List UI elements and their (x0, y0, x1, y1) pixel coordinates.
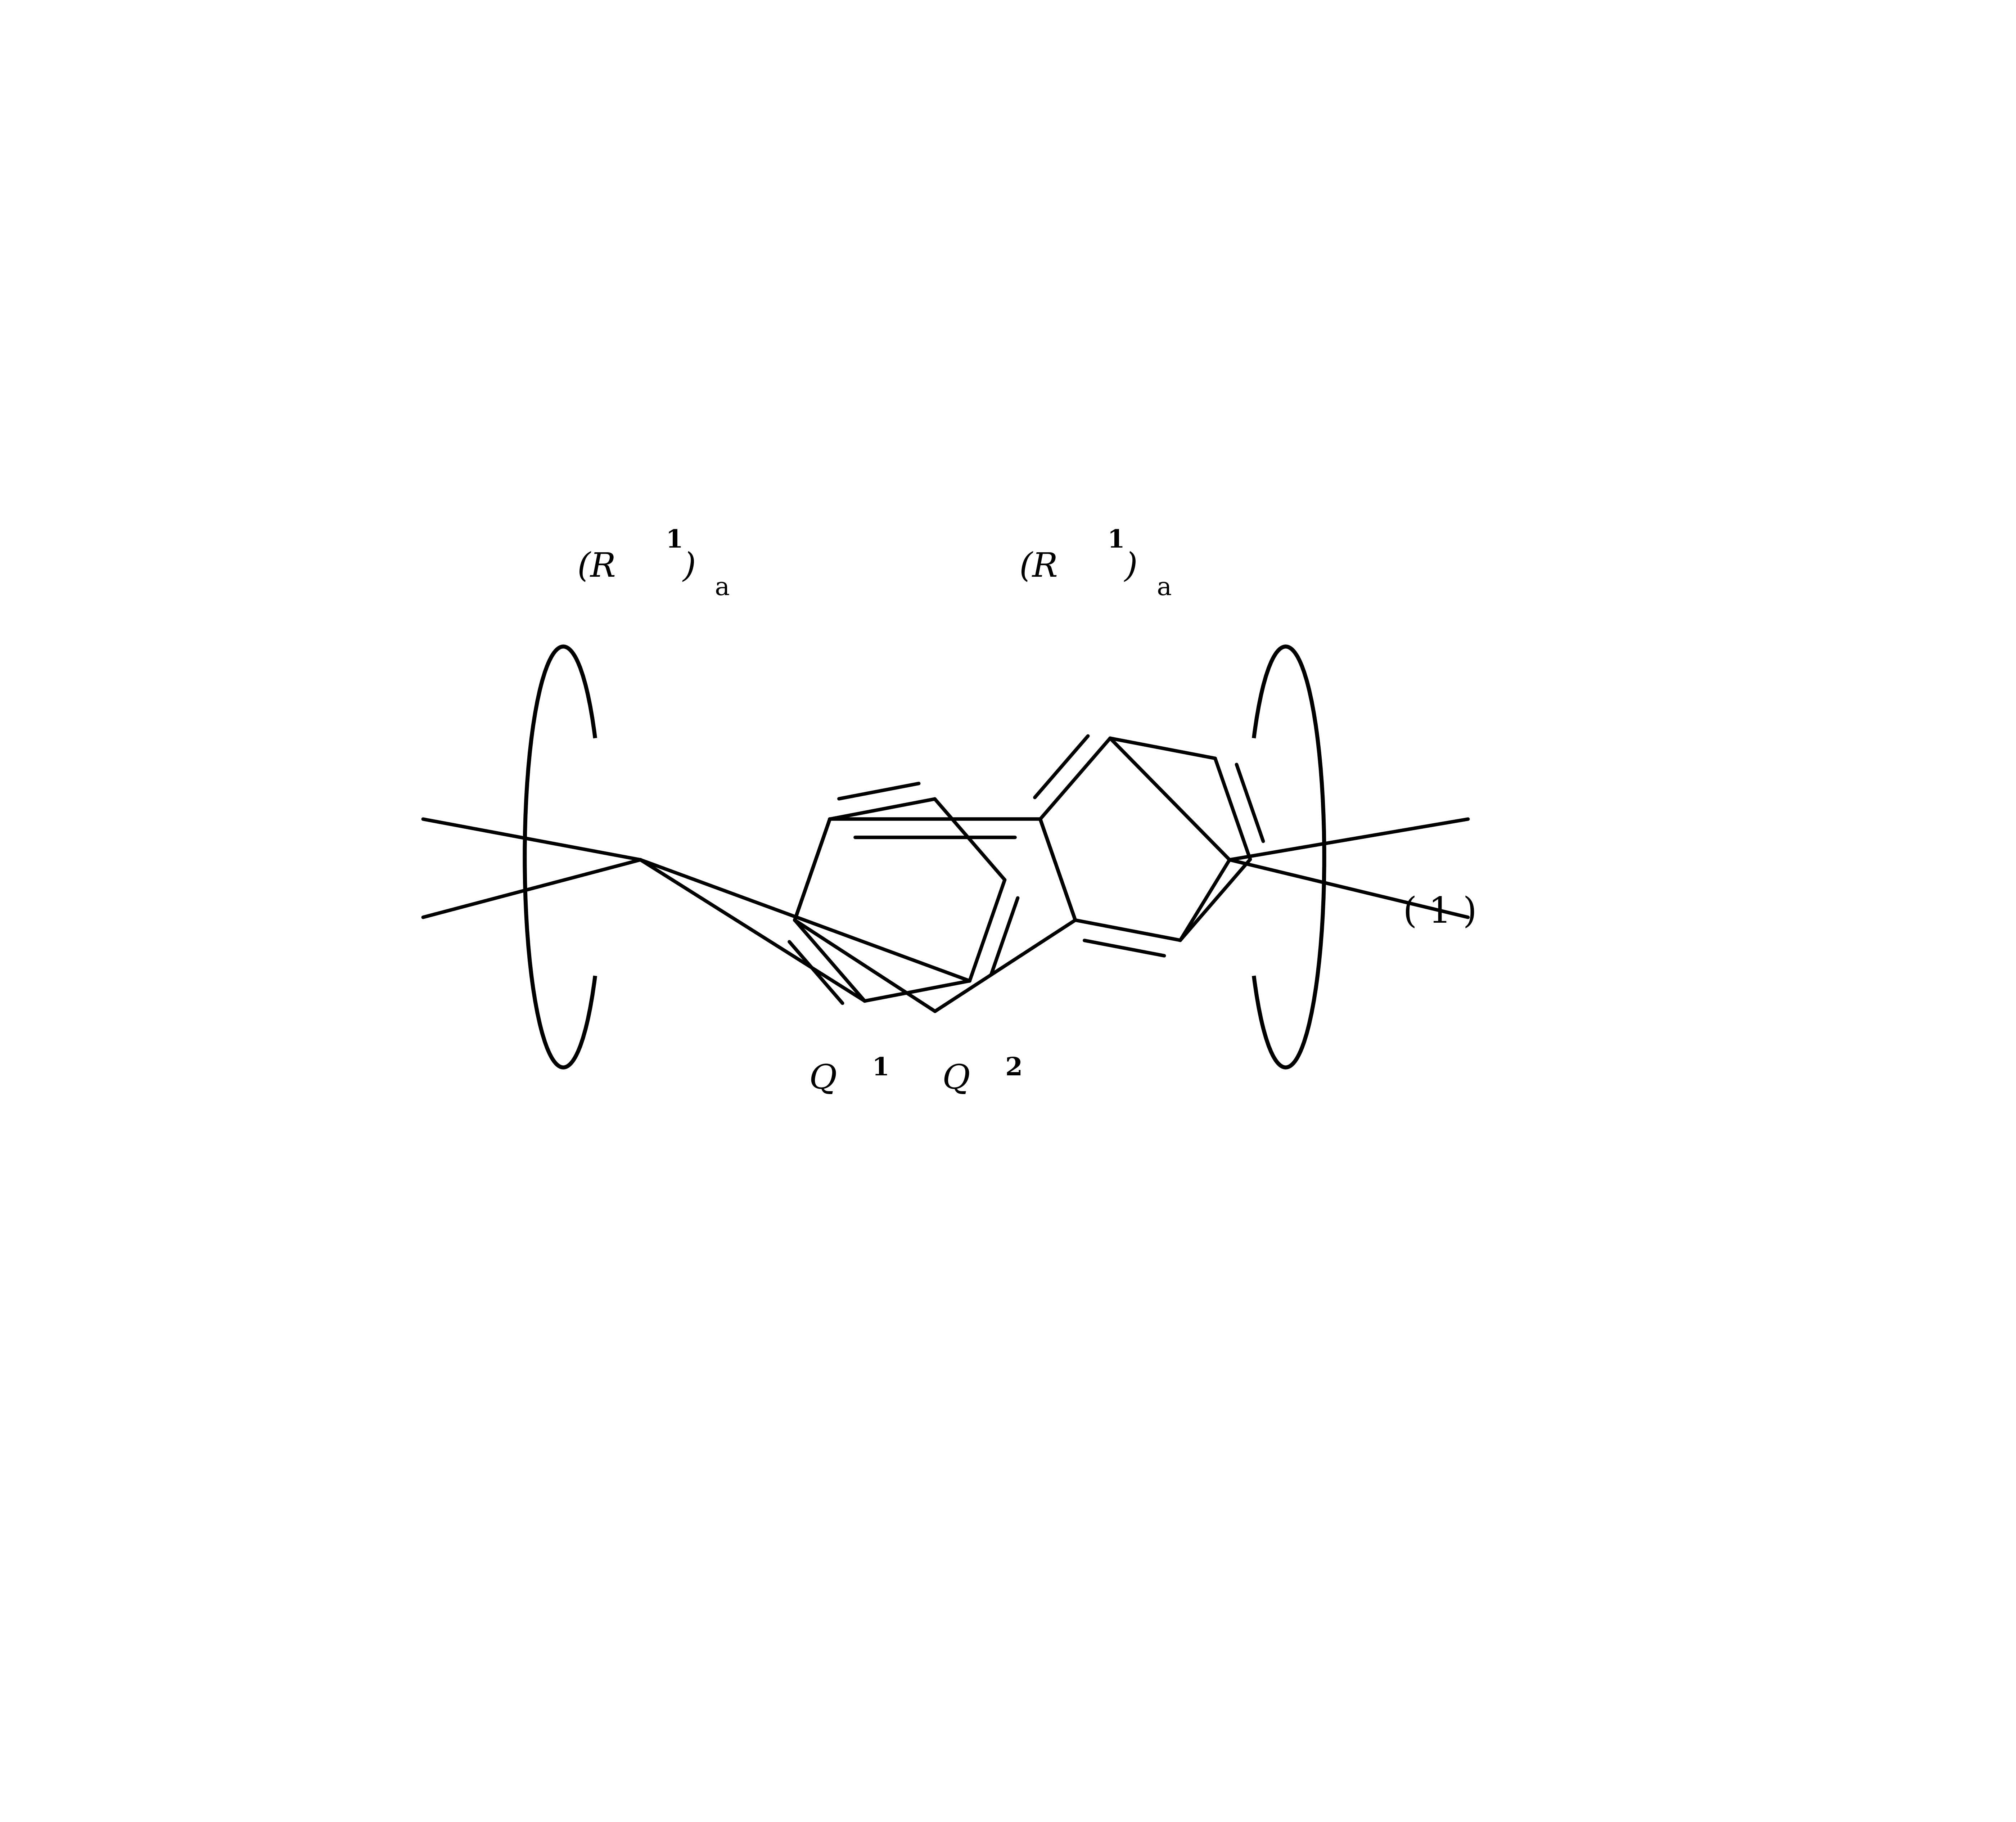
Text: ): ) (683, 550, 696, 583)
Text: ): ) (1125, 550, 1137, 583)
Text: 1: 1 (871, 1057, 889, 1080)
Text: 1: 1 (1107, 528, 1125, 552)
Text: a: a (1157, 576, 1171, 599)
Text: (R: (R (577, 550, 617, 583)
Text: ( 1 ): ( 1 ) (1403, 896, 1478, 931)
Text: 1: 1 (665, 528, 683, 552)
Text: Q: Q (941, 1064, 970, 1095)
Text: a: a (716, 576, 730, 599)
Text: (R: (R (1020, 550, 1058, 583)
Text: 2: 2 (1006, 1057, 1022, 1080)
Text: Q: Q (808, 1064, 837, 1095)
